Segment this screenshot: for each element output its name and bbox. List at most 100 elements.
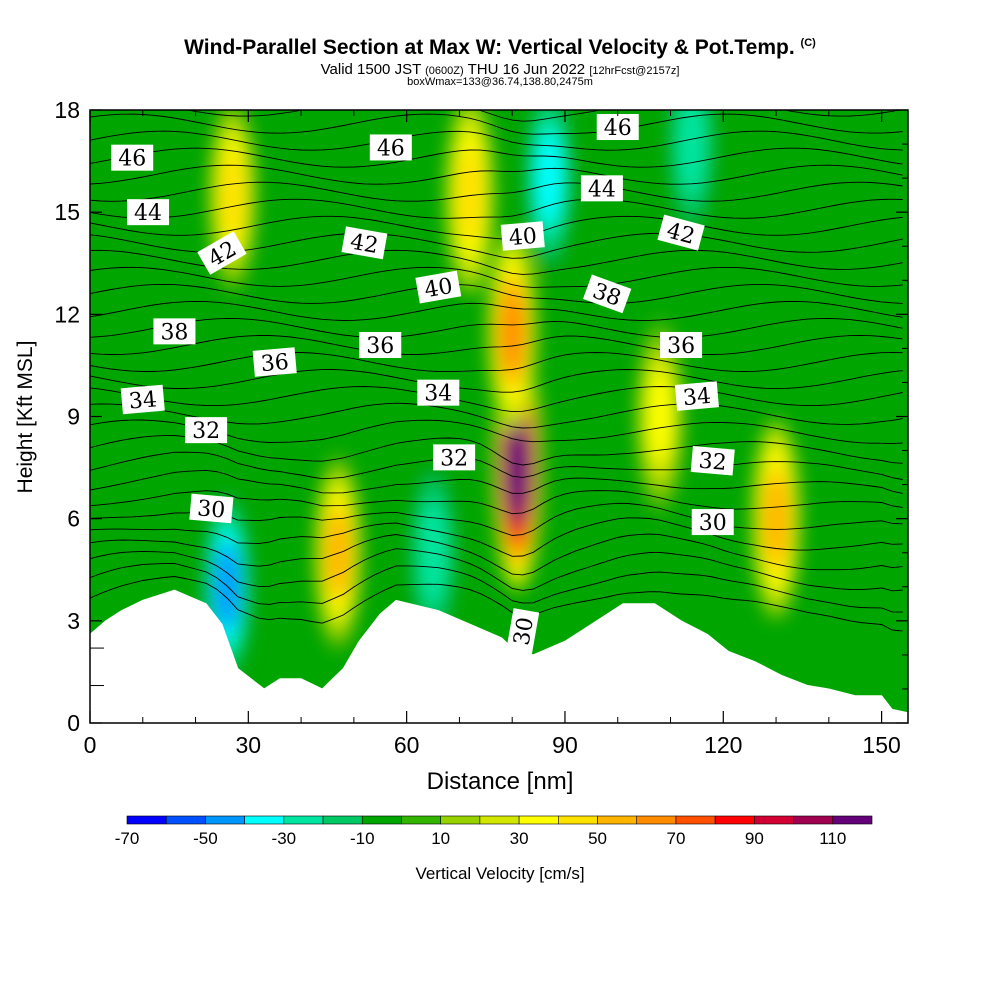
isentrope-line [90,300,903,321]
isentrope-line [90,198,903,219]
colorbar-tick-label: 50 [588,829,607,848]
utc-time: (0600Z) [425,65,464,77]
colorbar-tick-label: 10 [431,829,450,848]
terrain-mask [90,589,908,723]
colorbar-tick-label: -50 [193,829,218,848]
contour-label: 32 [433,444,476,471]
isentrope-line [90,548,903,592]
contour-label-text: 30 [509,615,538,647]
copyright-mark: (C) [800,37,816,49]
colorbar-swatch [597,815,638,825]
velocity-core-6 [646,369,674,464]
contour-label-bg [660,331,703,358]
contour-label: 36 [252,347,297,377]
contour-label: 40 [500,221,545,251]
colorbar-swatch [440,815,481,825]
isentrope-line [90,266,903,288]
y-axis-label: Height [Kft MSL] [14,340,37,494]
velocity-core-10 [418,499,448,607]
isentrope-line [90,386,903,413]
isentrope-line [90,164,903,185]
contour-label-text: 34 [424,382,452,407]
x-tick-label: 30 [236,732,262,758]
contour-label-text: 36 [366,334,394,359]
contour-label: 34 [674,381,719,411]
y-tick-label: 0 [67,710,80,736]
contour-label: 46 [111,144,154,172]
contour-label-text: 32 [192,419,220,444]
isentrope-line [90,130,903,151]
y-tick-label: 6 [67,506,80,532]
isentrope-line [90,490,903,515]
velocity-core-0 [506,430,529,505]
terrain [90,589,908,723]
y-tick-label: 15 [54,199,80,225]
contour-label-text: 32 [440,446,468,471]
y-tick-label: 18 [54,97,80,123]
valid-time: Valid 1500 JST [320,61,421,78]
chart-subtitle: Valid 1500 JST (0600Z) THU 16 Jun 2022 [… [0,61,1000,78]
isentrope-line [90,113,903,135]
colorbar-swatch [832,815,873,825]
contour-label-bg [153,318,196,345]
contour-label-text: 40 [508,224,538,251]
isentrope-line [90,283,903,304]
colorbar: -70 -50 -30 -10 10 30 50 70 90 110 [115,815,873,848]
colorbar-swatch [675,815,716,825]
colorbar-swatch [361,815,402,825]
x-tick-label: 90 [552,732,578,758]
contour-label-text: 36 [667,334,695,359]
contour-label: 46 [596,114,639,141]
chart-title: Wind-Parallel Section at Max W: Vertical… [0,36,1000,60]
vertical-velocity-field [90,110,908,723]
contour-label-bg [500,221,545,251]
colorbar-swatch [126,815,167,825]
velocity-core-2 [763,474,789,563]
y-tick-label: 3 [67,608,80,634]
contour-label-bg [691,509,734,536]
contour-label: 32 [185,417,228,444]
contour-label-bg [580,175,623,202]
contour-label-text: 46 [377,136,405,161]
contour-label-bg [359,331,402,358]
y-tick-label: 9 [67,404,80,430]
contour-label-text: 46 [118,147,146,172]
contour-label: 38 [153,318,196,345]
isentrope-line [90,147,903,168]
contour-label: 44 [127,199,170,226]
colorbar-tick-label: 110 [819,829,846,848]
contour-label-bg [583,274,632,314]
isentrope-line [90,563,903,613]
isentrope-line [90,352,903,373]
contour-label-bg [596,114,639,141]
contour-label-bg [127,199,170,226]
contour-label-text: 44 [134,201,162,226]
velocity-core-9 [676,110,707,198]
field-blend [203,110,801,687]
colorbar-swatch [205,815,245,825]
contour-label: 34 [120,384,165,415]
colorbar-swatch [793,815,834,825]
contour-label-bg [197,231,247,275]
contour-label-bg [111,144,154,171]
isentrope-line [90,435,903,466]
contour-label: 42 [341,226,388,260]
velocity-core-7 [535,130,563,226]
y-tick-label: 12 [54,301,80,327]
colorbar-swatch [244,815,285,825]
x-tick-label: 0 [84,732,97,758]
contour-label: 30 [189,493,234,524]
box-info: boxWmax=133@36.74,138.80,2475m [407,76,593,88]
contour-label-bg [690,445,735,476]
contour-label: 36 [359,331,402,359]
isentrope-line [90,517,903,557]
contour-label: 30 [691,509,734,536]
contour-label-text: 46 [604,116,632,141]
colorbar-swatch [283,815,324,825]
contour-label-bg [369,134,412,161]
contour-label-bg [657,214,705,251]
isentrope-line [90,451,903,480]
isentrope-line [90,469,903,494]
colorbar-swatch [401,815,441,825]
